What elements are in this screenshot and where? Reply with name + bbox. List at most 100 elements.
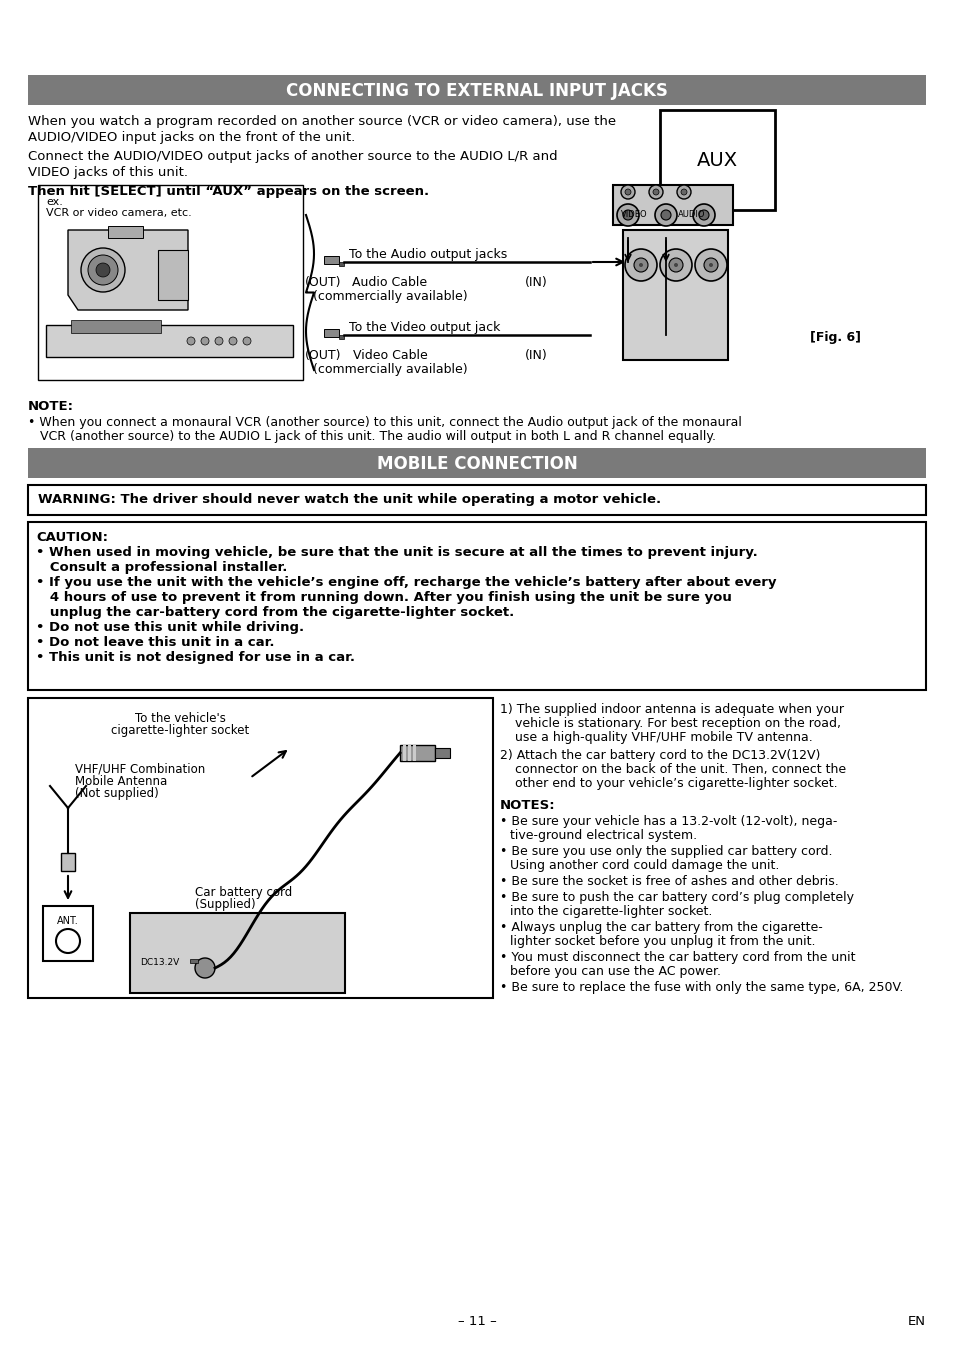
Text: cigarette-lighter socket: cigarette-lighter socket [111,724,249,737]
Bar [408,745,411,762]
Circle shape [622,210,633,220]
Text: • Be sure your vehicle has a 13.2-volt (12-volt), nega-: • Be sure your vehicle has a 13.2-volt (… [499,816,837,828]
Text: DC13.2V: DC13.2V [140,958,179,967]
Bar [190,958,198,962]
Text: When you watch a program recorded on another source (VCR or video camera), use t: When you watch a program recorded on ano… [28,115,616,128]
Text: To the Video output jack: To the Video output jack [349,321,500,334]
Text: • This unit is not designed for use in a car.: • This unit is not designed for use in a… [36,651,355,665]
Text: (OUT): (OUT) [305,349,341,363]
Circle shape [624,189,630,195]
Bar [399,745,435,762]
Text: Car battery cord: Car battery cord [194,886,292,899]
Circle shape [243,337,251,345]
Circle shape [680,189,686,195]
Circle shape [229,337,236,345]
Bar [413,745,416,762]
Circle shape [655,204,677,226]
Bar [28,698,493,998]
Bar [108,226,143,239]
Text: Connect the AUDIO/VIDEO output jacks of another source to the AUDIO L/R and: Connect the AUDIO/VIDEO output jacks of … [28,150,558,163]
Text: into the cigarette-lighter socket.: into the cigarette-lighter socket. [510,905,712,918]
Text: other end to your vehicle’s cigarette-lighter socket.: other end to your vehicle’s cigarette-li… [515,776,837,790]
Text: Then hit [SELECT] until “AUX” appears on the screen.: Then hit [SELECT] until “AUX” appears on… [28,185,429,198]
Circle shape [695,249,726,280]
Text: (OUT): (OUT) [305,276,341,288]
Text: AUDIO/VIDEO input jacks on the front of the unit.: AUDIO/VIDEO input jacks on the front of … [28,131,355,144]
Bar [28,485,925,515]
Text: Using another cord could damage the unit.: Using another cord could damage the unit… [510,859,779,872]
Text: • When you connect a monaural VCR (another source) to this unit, connect the Aud: • When you connect a monaural VCR (anoth… [28,417,741,429]
Text: • Be sure to push the car battery cord’s plug completely: • Be sure to push the car battery cord’s… [499,891,853,905]
Text: AUDIO: AUDIO [678,210,705,218]
Circle shape [677,185,690,200]
Bar [130,913,345,993]
Text: • Be sure you use only the supplied car battery cord.: • Be sure you use only the supplied car … [499,845,832,857]
Circle shape [81,248,125,293]
Circle shape [692,204,714,226]
Text: VHF/UHF Combination: VHF/UHF Combination [75,763,205,776]
Text: • Always unplug the car battery from the cigarette-: • Always unplug the car battery from the… [499,921,821,934]
Circle shape [668,257,682,272]
Bar [61,853,75,871]
Text: CAUTION:: CAUTION: [36,531,108,545]
Bar [324,329,338,337]
Bar [435,748,450,758]
Text: (Supplied): (Supplied) [194,898,255,911]
Text: ANT.: ANT. [57,917,79,926]
Circle shape [660,210,670,220]
Text: lighter socket before you unplug it from the unit.: lighter socket before you unplug it from… [510,936,815,948]
Bar [338,262,344,266]
Text: WARNING: The driver should never watch the unit while operating a motor vehicle.: WARNING: The driver should never watch t… [38,493,660,506]
Circle shape [639,263,642,267]
Circle shape [56,929,80,953]
Bar [38,185,303,380]
Bar [622,231,727,360]
Text: use a high-quality VHF/UHF mobile TV antenna.: use a high-quality VHF/UHF mobile TV ant… [515,731,812,744]
Text: (Not supplied): (Not supplied) [75,787,158,799]
Text: • Do not leave this unit in a car.: • Do not leave this unit in a car. [36,636,274,648]
Text: • Do not use this unit while driving.: • Do not use this unit while driving. [36,621,304,634]
Circle shape [652,189,659,195]
Circle shape [620,185,635,200]
Circle shape [88,255,118,284]
Text: • Be sure the socket is free of ashes and other debris.: • Be sure the socket is free of ashes an… [499,875,838,888]
Bar [46,325,293,357]
Circle shape [708,263,712,267]
Text: tive-ground electrical system.: tive-ground electrical system. [510,829,697,842]
Polygon shape [68,231,188,310]
Bar [324,256,338,264]
Text: [Fig. 6]: [Fig. 6] [809,332,861,344]
Text: – 11 –: – 11 – [457,1316,496,1328]
Text: Audio Cable: Audio Cable [352,276,427,288]
Circle shape [214,337,223,345]
Text: MOBILE CONNECTION: MOBILE CONNECTION [376,456,577,473]
Bar [402,745,406,762]
Text: VIDEO: VIDEO [620,210,647,218]
Text: before you can use the AC power.: before you can use the AC power. [510,965,720,979]
Text: VCR (another source) to the AUDIO L jack of this unit. The audio will output in : VCR (another source) to the AUDIO L jack… [40,430,716,443]
Text: (commercially available): (commercially available) [313,290,467,303]
Circle shape [201,337,209,345]
Text: AUX: AUX [697,151,738,170]
Text: Mobile Antenna: Mobile Antenna [75,775,167,789]
Text: EN: EN [907,1316,925,1328]
Text: 1) The supplied indoor antenna is adequate when your: 1) The supplied indoor antenna is adequa… [499,704,843,716]
Text: (IN): (IN) [524,349,547,363]
Circle shape [617,204,639,226]
Text: connector on the back of the unit. Then, connect the: connector on the back of the unit. Then,… [515,763,845,776]
Circle shape [194,958,214,979]
Text: CONNECTING TO EXTERNAL INPUT JACKS: CONNECTING TO EXTERNAL INPUT JACKS [286,82,667,100]
Text: Video Cable: Video Cable [353,349,427,363]
Text: NOTES:: NOTES: [499,799,555,811]
Circle shape [673,263,678,267]
Text: (commercially available): (commercially available) [313,363,467,376]
Bar [43,906,92,961]
Text: NOTE:: NOTE: [28,400,74,412]
Text: vehicle is stationary. For best reception on the road,: vehicle is stationary. For best receptio… [515,717,841,731]
Circle shape [659,249,691,280]
Text: • Be sure to replace the fuse with only the same type, 6A, 250V.: • Be sure to replace the fuse with only … [499,981,902,993]
Circle shape [703,257,718,272]
Circle shape [634,257,647,272]
Text: (IN): (IN) [524,276,547,288]
Bar [659,111,774,210]
